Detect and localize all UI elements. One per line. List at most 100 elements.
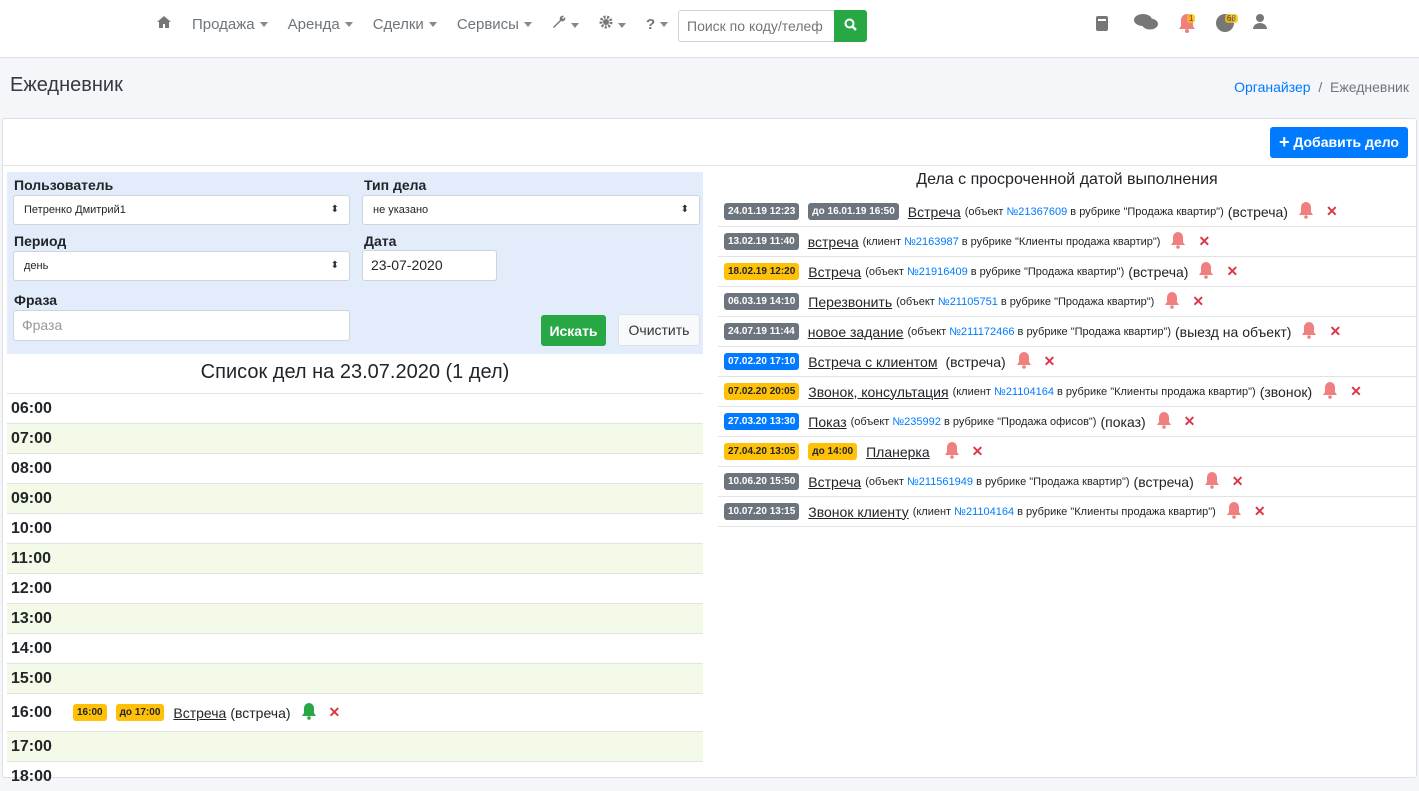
hour-time: 06:00	[11, 399, 52, 417]
delete-icon[interactable]: ✕	[1253, 503, 1266, 519]
caret-icon	[617, 22, 626, 28]
task-title-link[interactable]: Встреча	[907, 203, 961, 220]
task-title-link[interactable]: Планерка	[866, 443, 930, 460]
bell-icon[interactable]	[1198, 261, 1214, 282]
bell-icon[interactable]	[944, 441, 960, 462]
clear-button[interactable]: Очистить	[618, 314, 700, 346]
hour-time: 09:00	[11, 489, 52, 507]
delete-icon[interactable]: ✕	[1350, 383, 1362, 399]
hour-row: 08:00	[7, 453, 703, 483]
hour-row: 07:00	[7, 423, 703, 453]
menu-rent[interactable]: Аренда	[288, 16, 353, 33]
ref-prefix: (объект	[865, 475, 907, 488]
add-task-button[interactable]: + Добавить дело	[1269, 127, 1408, 158]
task-time-badge: 16:00	[73, 704, 107, 721]
bell-icon[interactable]	[1301, 321, 1317, 342]
phrase-input[interactable]: Фраза	[13, 310, 350, 341]
select-arrows-icon: ⬍	[330, 260, 339, 271]
task-title-link[interactable]: Встреча	[173, 704, 227, 721]
search-tasks-button[interactable]: Искать	[541, 315, 606, 346]
task-title-link[interactable]: Перезвонить	[808, 293, 893, 310]
task-title-link[interactable]: Звонок, консультация	[808, 383, 949, 400]
book-icon[interactable]	[1095, 12, 1115, 34]
menu-label: Аренда	[287, 15, 340, 33]
bell-icon[interactable]	[1322, 381, 1338, 402]
menu-services[interactable]: Сервисы	[457, 16, 532, 33]
search-input[interactable]	[678, 10, 834, 42]
ref-link[interactable]: №21105751	[937, 295, 998, 308]
hour-time: 15:00	[11, 669, 52, 687]
task-title-link[interactable]: Звонок клиенту	[808, 503, 909, 520]
type-select[interactable]: не указано ⬍	[362, 195, 700, 225]
delete-icon[interactable]: ✕	[1231, 473, 1244, 489]
date-badge: 13.02.19 11:40	[724, 233, 799, 250]
until-badge: до 14:00	[808, 443, 858, 460]
help-menu[interactable]: ?	[646, 16, 669, 33]
wrench-icon[interactable]	[552, 15, 579, 33]
task-kind: (встреча)	[230, 704, 291, 721]
ref-link[interactable]: №211561949	[906, 475, 974, 488]
overdue-list: 24.01.19 12:23 до 16.01.19 16:50 Встреча (о…	[718, 197, 1416, 527]
search-button[interactable]	[834, 10, 867, 42]
task-title-link[interactable]: Показ	[808, 413, 847, 430]
hour-time: 07:00	[11, 429, 52, 447]
delete-icon[interactable]: ✕	[1325, 203, 1338, 219]
task-title-link[interactable]: Встреча	[808, 473, 862, 490]
ref-suffix: в рубрике "Продажа офисов")	[940, 415, 1097, 428]
add-task-label: Добавить дело	[1293, 134, 1399, 150]
until-badge: до 16.01.19 16:50	[808, 203, 899, 220]
user-icon[interactable]	[1253, 12, 1273, 34]
bell-icon[interactable]	[1204, 471, 1220, 492]
breadcrumb-current: Ежедневник	[1330, 79, 1409, 95]
caret-icon	[570, 22, 579, 28]
bell-icon[interactable]	[1226, 501, 1242, 522]
gear-icon[interactable]	[599, 15, 626, 33]
breadcrumb-organizer[interactable]: Органайзер	[1234, 79, 1311, 95]
delete-icon[interactable]: ✕	[328, 704, 341, 720]
period-select[interactable]: день ⬍	[13, 251, 350, 281]
ref-suffix: в рубрике "Продажа квартир")	[1067, 205, 1224, 218]
delete-icon[interactable]: ✕	[971, 443, 984, 459]
bell-icon[interactable]	[1016, 351, 1032, 372]
task-title-link[interactable]: Встреча с клиентом	[808, 353, 938, 370]
user-select[interactable]: Петренко Дмитрий1 ⬍	[13, 195, 350, 225]
delete-icon[interactable]: ✕	[1329, 323, 1342, 339]
bell-icon[interactable]	[1298, 201, 1314, 222]
task-title-link[interactable]: Встреча	[808, 263, 862, 280]
delete-icon[interactable]: ✕	[1198, 233, 1211, 249]
ref-link[interactable]: №2163987	[904, 235, 959, 248]
bell-icon[interactable]	[1156, 411, 1172, 432]
bell-icon[interactable]	[301, 702, 317, 723]
phrase-label: Фраза	[14, 292, 58, 308]
caret-icon	[259, 22, 268, 28]
chat-icon[interactable]	[1133, 12, 1159, 34]
caret-icon	[523, 22, 532, 28]
home-icon[interactable]	[156, 15, 172, 33]
task-title-link[interactable]: встреча	[807, 233, 859, 250]
delete-icon[interactable]: ✕	[1183, 413, 1196, 429]
ref-link[interactable]: №21916409	[906, 265, 968, 278]
menu-sale[interactable]: Продажа	[192, 16, 268, 33]
ref-link[interactable]: №211172466	[949, 325, 1015, 338]
ref-link[interactable]: №21104164	[994, 385, 1054, 398]
ref-link[interactable]: №235992	[892, 415, 941, 428]
ref-link[interactable]: №21367609	[1006, 205, 1068, 218]
date-badge: 10.07.20 13:15	[724, 503, 800, 520]
bell-icon[interactable]	[1164, 291, 1180, 312]
tasks-icon[interactable]: 68	[1215, 12, 1238, 34]
task-reference: (клиент №2163987 в рубрике "Клиенты прод…	[863, 236, 1161, 248]
ref-suffix: в рубрике "Продажа квартир")	[997, 295, 1155, 308]
bell-icon[interactable]	[1170, 231, 1186, 252]
date-input[interactable]: 23-07-2020	[362, 250, 497, 281]
ref-suffix: в рубрике "Продажа квартир")	[967, 265, 1125, 278]
hour-time: 14:00	[11, 639, 52, 657]
task-title-link[interactable]: новое задание	[807, 323, 904, 340]
menu-deals[interactable]: Сделки	[373, 16, 437, 33]
overdue-item: 27.03.20 13:30 Показ (объект №235992 в руб…	[718, 407, 1416, 437]
delete-icon[interactable]: ✕	[1043, 353, 1056, 369]
ref-link[interactable]: №21104164	[954, 505, 1015, 518]
date-badge: 24.01.19 12:23	[724, 203, 800, 220]
delete-icon[interactable]: ✕	[1226, 263, 1239, 279]
notifications-bell-icon[interactable]: 1	[1177, 12, 1197, 34]
delete-icon[interactable]: ✕	[1192, 293, 1205, 309]
